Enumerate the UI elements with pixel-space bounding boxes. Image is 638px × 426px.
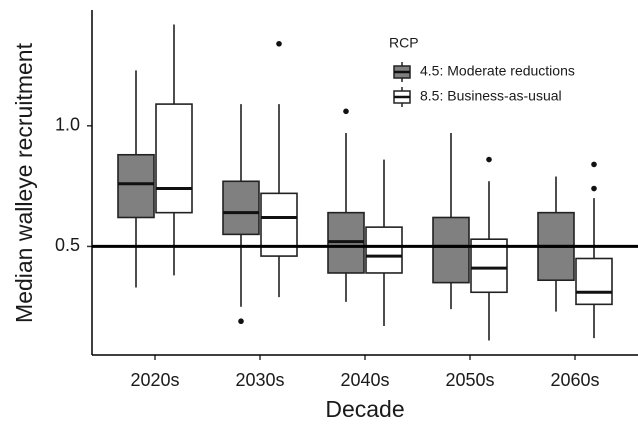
box	[117, 153, 155, 219]
legend-label: 8.5: Business-as-usual	[420, 88, 562, 104]
x-axis-title: Decade	[325, 396, 404, 422]
box	[470, 238, 508, 294]
outlier	[486, 156, 492, 163]
outlier	[238, 318, 244, 325]
box	[432, 216, 470, 284]
outlier	[276, 40, 282, 47]
y-axis-title: Median walleye recruitment	[11, 42, 37, 323]
legend-label: 4.5: Moderate reductions	[420, 63, 575, 79]
outlier	[343, 108, 349, 115]
x-tick-label: 2050s	[445, 370, 494, 390]
x-tick-label: 2040s	[340, 370, 389, 390]
box	[575, 257, 613, 306]
legend-title: RCP	[389, 35, 419, 51]
outlier	[591, 161, 597, 168]
y-tick-label: 0.5	[55, 235, 80, 255]
x-tick-label: 2060s	[550, 370, 599, 390]
box	[365, 226, 403, 274]
box	[155, 103, 193, 214]
x-tick-label: 2020s	[130, 370, 179, 390]
y-tick-label: 1.0	[55, 115, 80, 135]
x-tick-label: 2030s	[235, 370, 284, 390]
box	[222, 180, 260, 236]
outlier	[591, 185, 597, 192]
